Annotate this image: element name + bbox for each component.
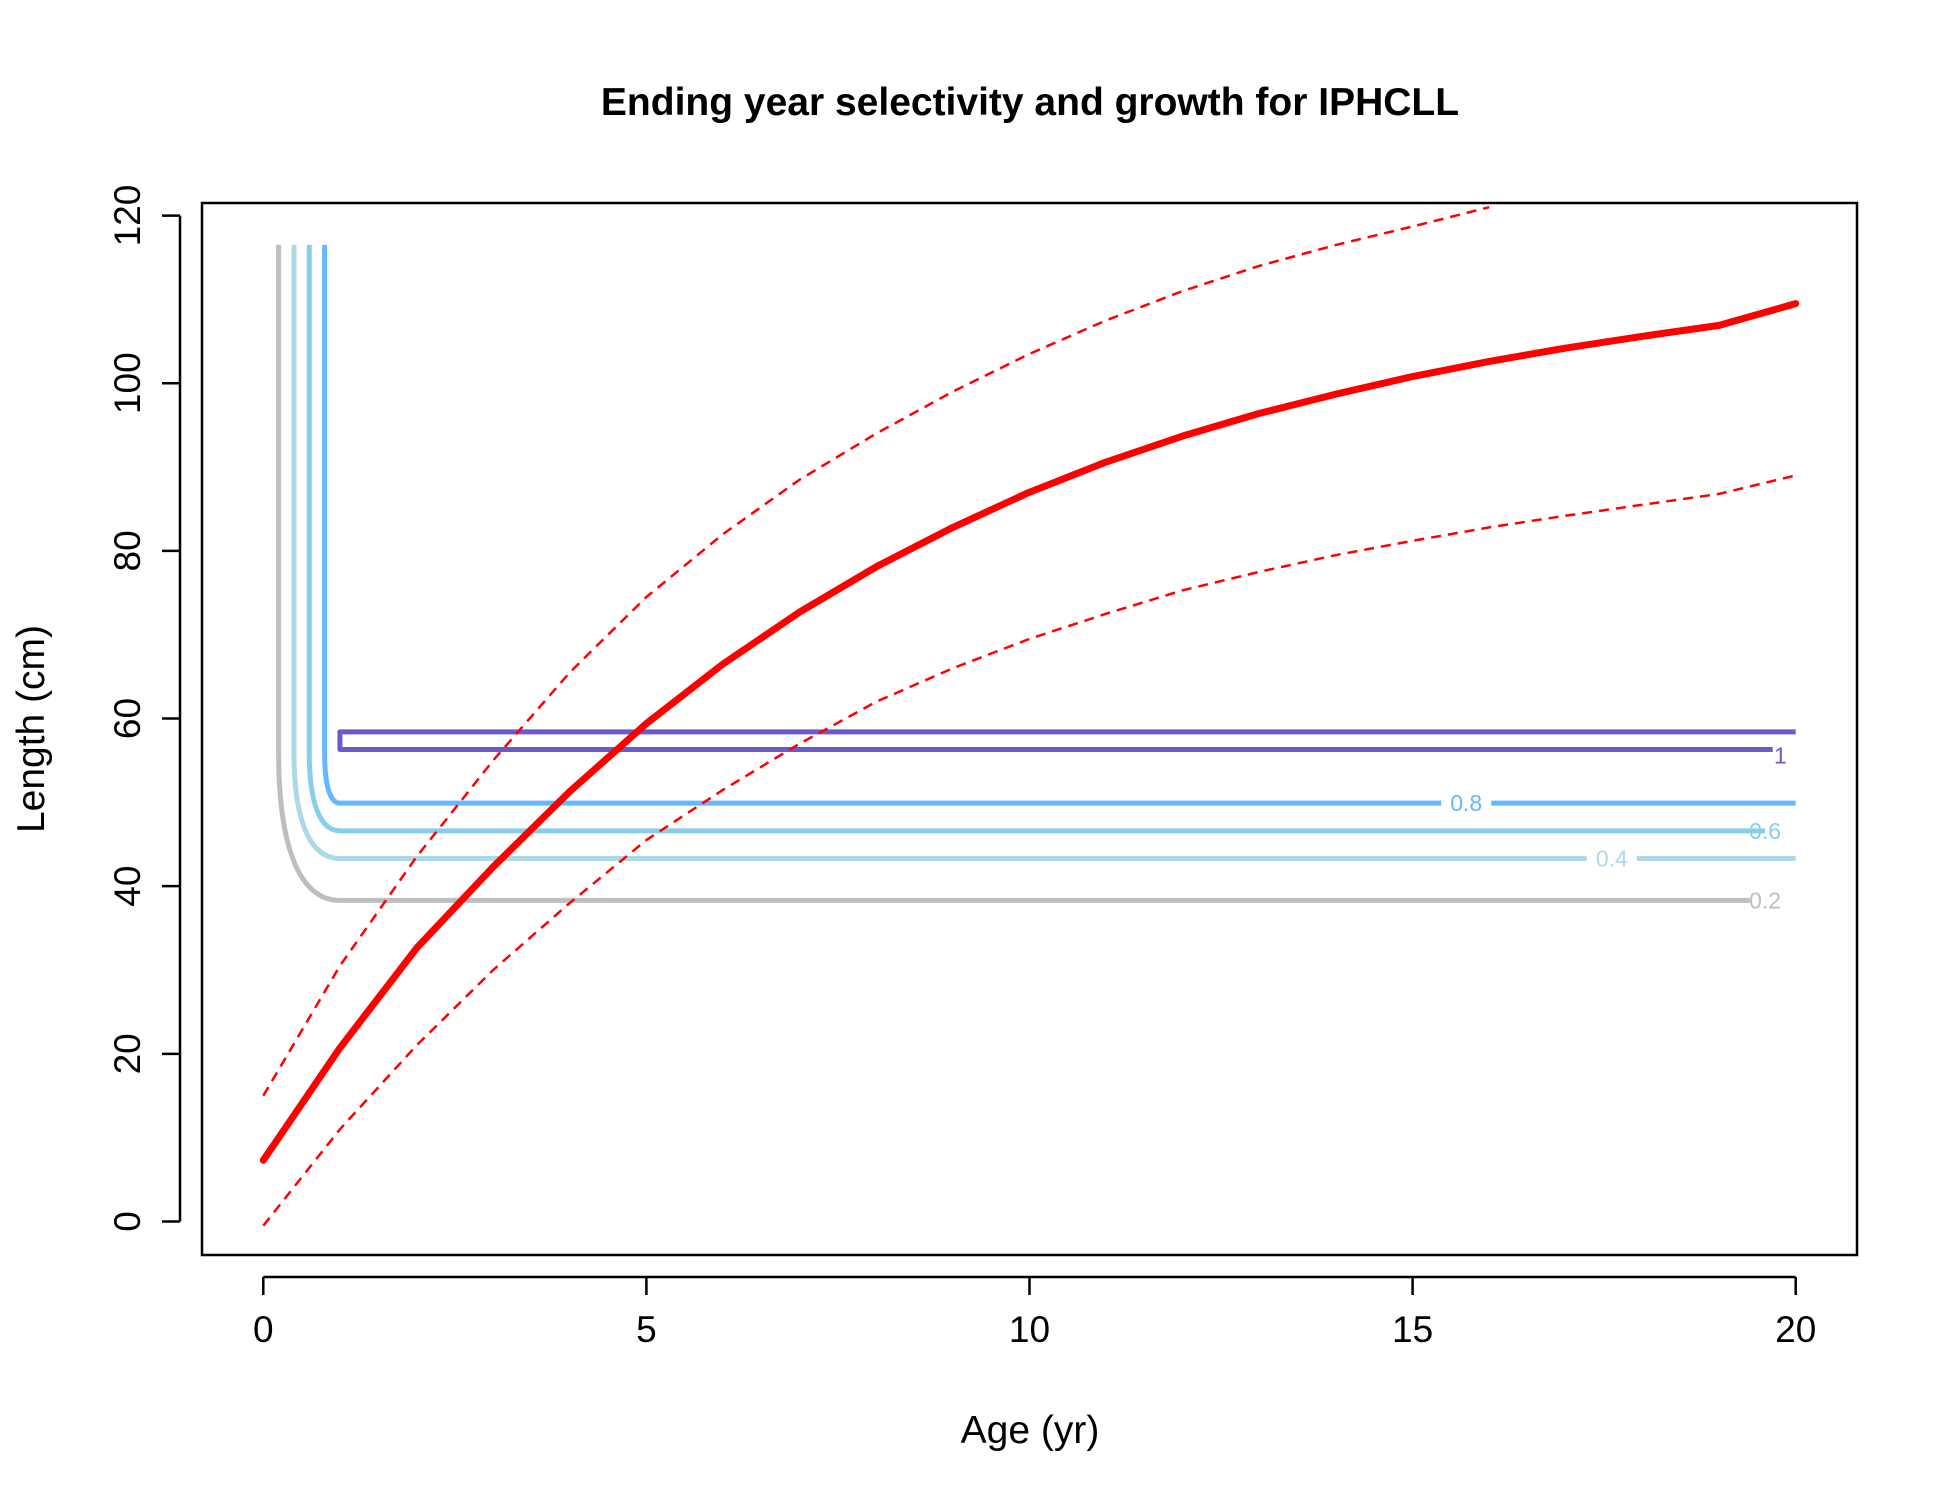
x-tick-label: 20 xyxy=(1775,1309,1816,1350)
growth-mean-line xyxy=(259,300,1800,1164)
chart-title: Ending year selectivity and growth for I… xyxy=(601,81,1459,124)
contour-label-1: 1 xyxy=(1774,743,1787,769)
y-tick-label: 40 xyxy=(107,866,148,907)
plot-frame xyxy=(200,201,1859,1257)
y-tick-label: 120 xyxy=(107,185,148,247)
contour-label-0.4: 0.4 xyxy=(1596,846,1628,872)
x-tick-label: 5 xyxy=(636,1309,657,1350)
contour-line-0.2 xyxy=(276,244,1750,903)
y-axis-label: Length (cm) xyxy=(10,625,53,833)
contour-label-gap xyxy=(1586,850,1637,867)
y-tick-label: 60 xyxy=(107,698,148,739)
growth-upper-interval-line xyxy=(262,205,1490,1097)
y-tick-label: 20 xyxy=(107,1033,148,1074)
y-tick-label: 100 xyxy=(107,352,148,414)
contour-label-0.8: 0.8 xyxy=(1450,790,1482,816)
growth-lower-interval-line xyxy=(262,474,1796,1227)
growth-curves xyxy=(259,205,1800,1227)
contour-label-0.6: 0.6 xyxy=(1749,818,1781,844)
x-axis-label: Age (yr) xyxy=(961,1409,1100,1452)
axes: 0 5 10 15 20 0 20 40 60 80 100 120 xyxy=(107,185,1816,1350)
contour-label-gap xyxy=(1441,795,1492,812)
x-tick-label: 0 xyxy=(253,1309,274,1350)
x-tick-label: 10 xyxy=(1009,1309,1050,1350)
contour-label-0.2: 0.2 xyxy=(1749,887,1781,913)
selectivity-contours: 0.2 0.4 0.6 0.8 1 xyxy=(276,244,1796,913)
contour-line-1 xyxy=(337,729,1796,753)
y-tick-label: 80 xyxy=(107,530,148,571)
x-tick-label: 15 xyxy=(1392,1309,1433,1350)
contour-line-0.8 xyxy=(322,244,1796,806)
contour-line-0.4 xyxy=(291,244,1796,862)
y-tick-label: 0 xyxy=(107,1211,148,1232)
contour-line-0.6 xyxy=(306,244,1766,834)
